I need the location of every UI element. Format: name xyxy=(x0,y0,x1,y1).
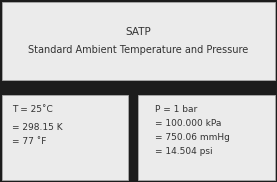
FancyBboxPatch shape xyxy=(2,95,128,180)
Text: T = 25˚C: T = 25˚C xyxy=(12,106,53,114)
Text: = 77 ˚F: = 77 ˚F xyxy=(12,137,46,147)
Text: Standard Ambient Temperature and Pressure: Standard Ambient Temperature and Pressur… xyxy=(28,45,248,55)
FancyBboxPatch shape xyxy=(138,95,275,180)
Text: = 750.06 mmHg: = 750.06 mmHg xyxy=(155,134,230,143)
Text: SATP: SATP xyxy=(125,27,151,37)
Text: = 100.000 kPa: = 100.000 kPa xyxy=(155,120,221,128)
Text: P = 1 bar: P = 1 bar xyxy=(155,106,197,114)
FancyBboxPatch shape xyxy=(2,2,275,80)
Text: = 298.15 K: = 298.15 K xyxy=(12,122,63,132)
Text: = 14.504 psi: = 14.504 psi xyxy=(155,147,213,157)
